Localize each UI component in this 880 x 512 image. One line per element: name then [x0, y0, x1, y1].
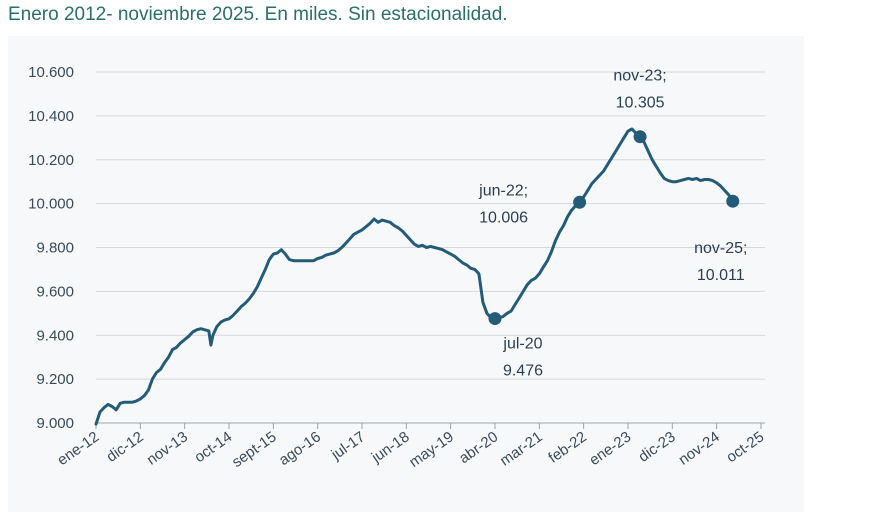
x-tick-label: dic-23 — [635, 428, 678, 465]
y-tick-label: 9.400 — [36, 327, 74, 344]
marker-label: 10.006 — [479, 209, 528, 226]
x-tick-label: nov-24 — [676, 428, 723, 468]
x-tick-label: ene-23 — [586, 428, 634, 469]
x-tick-label: feb-22 — [545, 428, 590, 466]
x-tick-label: ago-16 — [276, 428, 324, 469]
y-tick-label: 9.200 — [36, 371, 74, 388]
highlight-markers — [488, 130, 740, 326]
x-tick-label: nov-13 — [144, 428, 191, 468]
marker-label: 9.476 — [503, 363, 543, 380]
marker-label: nov-23; — [613, 68, 666, 85]
marker-label: 10.011 — [697, 267, 745, 284]
x-tick-label: may-19 — [406, 428, 457, 471]
marker-label: nov-25; — [694, 240, 747, 257]
marker-label: jun-22; — [478, 182, 528, 199]
marker-point — [488, 312, 502, 326]
y-tick-label: 9.000 — [36, 415, 74, 432]
x-tick-label: ene-12 — [54, 428, 102, 469]
marker-label: 10.305 — [616, 95, 665, 112]
marker-point — [726, 194, 740, 208]
x-tick-label: sept-15 — [229, 428, 280, 471]
y-tick-label: 10.000 — [28, 196, 74, 213]
x-tick-label: jun-18 — [368, 428, 413, 466]
y-tick-label: 10.400 — [28, 108, 74, 125]
series-line — [94, 127, 735, 426]
x-tick-label: jul-17 — [328, 428, 369, 464]
x-tick-label: abr-20 — [456, 428, 501, 467]
y-tick-label: 10.200 — [28, 152, 74, 169]
y-tick-label: 10.600 — [28, 64, 74, 81]
chart-panel — [8, 36, 804, 512]
y-axis: 9.000 9.200 9.400 9.600 9.800 10.000 10.200 10.… — [28, 64, 74, 432]
annotations: jul-20 9.476 jun-22; 10.006 nov-23; 10.305 nov… — [478, 68, 747, 380]
x-tick-label: oct-25 — [723, 428, 767, 466]
chart-subtitle: Enero 2012- noviembre 2025. En miles. Si… — [8, 4, 508, 25]
x-tick-label: mar-21 — [497, 428, 546, 469]
x-tick-label: oct-14 — [191, 428, 235, 466]
marker-point — [573, 195, 587, 209]
x-tick-label: dic-12 — [103, 428, 146, 465]
y-tick-label: 9.600 — [36, 283, 74, 300]
marker-point — [633, 130, 647, 144]
marker-label: jul-20 — [502, 336, 542, 353]
y-tick-label: 9.800 — [36, 240, 74, 257]
